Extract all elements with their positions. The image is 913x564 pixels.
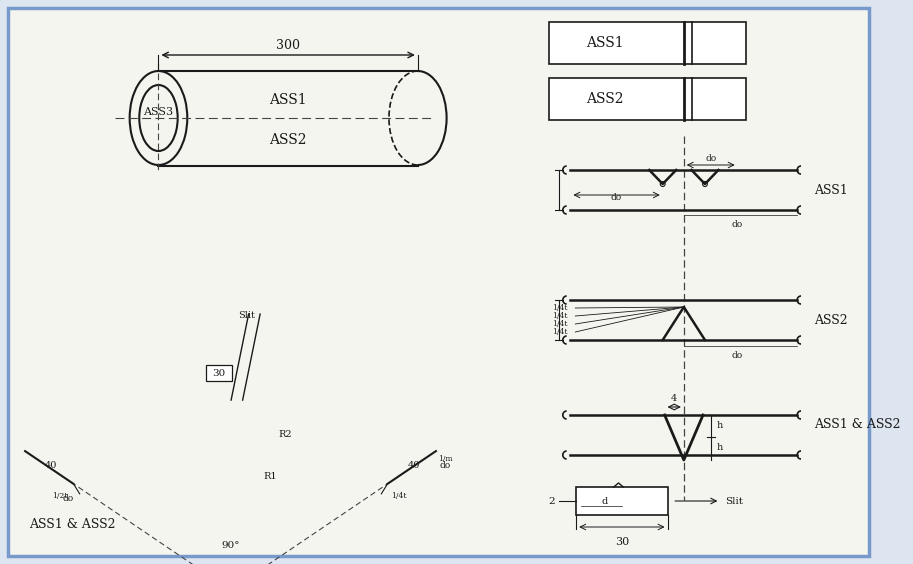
Text: 1/2t: 1/2t (52, 492, 68, 500)
Text: R2: R2 (278, 430, 292, 439)
Text: 2: 2 (549, 496, 555, 505)
Text: ASS1: ASS1 (814, 183, 848, 196)
Text: 1/4t: 1/4t (552, 320, 568, 328)
Text: R1: R1 (264, 472, 277, 481)
Text: 30: 30 (213, 368, 226, 377)
Text: ASS1 & ASS2: ASS1 & ASS2 (814, 418, 901, 431)
Text: do: do (611, 193, 623, 202)
Text: 1/4t: 1/4t (552, 312, 568, 320)
Text: do: do (731, 351, 742, 360)
Text: 1/m: 1/m (438, 455, 453, 463)
Text: Slit: Slit (238, 311, 255, 319)
Text: ASS1: ASS1 (269, 93, 307, 107)
Text: 1/4t: 1/4t (552, 328, 568, 336)
Text: 90°: 90° (221, 540, 240, 549)
Text: Slit: Slit (725, 496, 743, 505)
Text: 40: 40 (407, 461, 420, 470)
Bar (205, 365, 233, 381)
Text: do: do (63, 494, 74, 503)
Text: d: d (602, 496, 608, 505)
Text: ASS3: ASS3 (143, 107, 173, 117)
Text: h: h (717, 443, 723, 452)
Text: do: do (705, 154, 717, 163)
Text: ASS2: ASS2 (814, 314, 848, 327)
Bar (576, 487, 667, 515)
Text: 300: 300 (276, 39, 300, 52)
Text: do: do (731, 220, 742, 229)
Text: h: h (717, 421, 723, 430)
Text: ASS2: ASS2 (586, 92, 624, 106)
Text: 4: 4 (671, 394, 677, 403)
FancyBboxPatch shape (7, 8, 869, 556)
Text: 30: 30 (614, 537, 629, 547)
Text: 40: 40 (45, 461, 58, 470)
Text: ASS1: ASS1 (586, 36, 624, 50)
Bar (550, 22, 746, 64)
Bar (550, 78, 746, 120)
Text: 1/4t: 1/4t (392, 492, 407, 500)
Text: do: do (440, 461, 451, 470)
Text: ASS2: ASS2 (269, 133, 307, 147)
Text: 1/4t: 1/4t (552, 304, 568, 312)
Text: ASS1 & ASS2: ASS1 & ASS2 (29, 518, 115, 531)
